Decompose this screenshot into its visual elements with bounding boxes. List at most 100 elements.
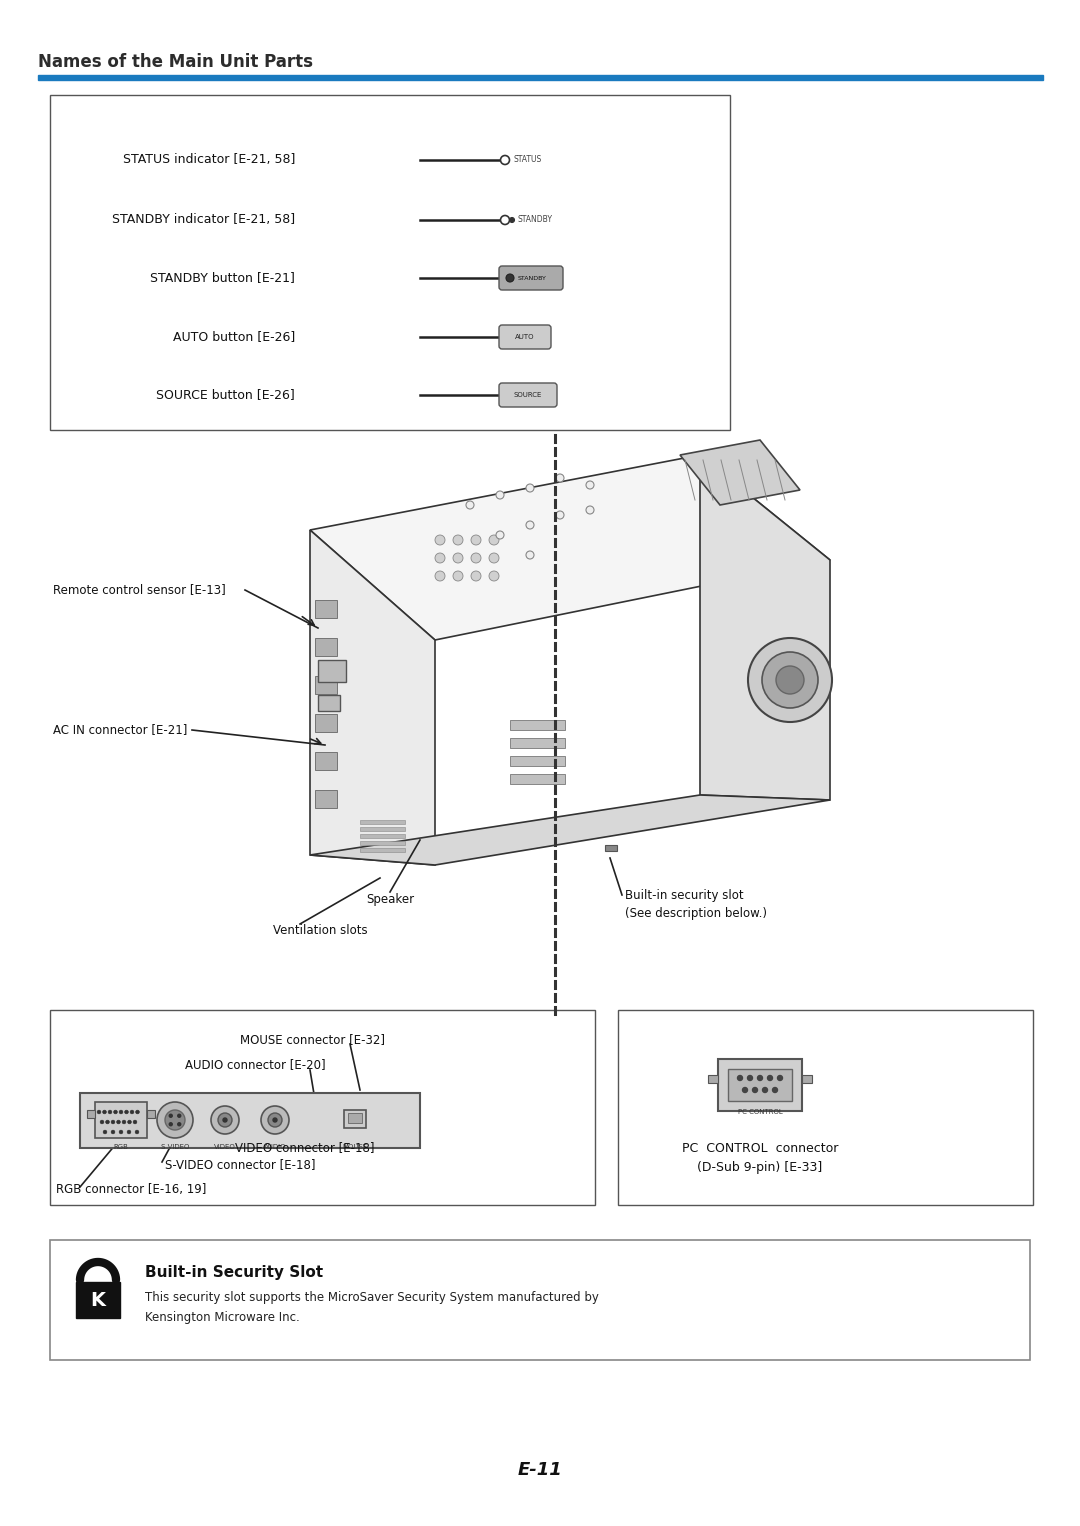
Polygon shape	[310, 795, 831, 865]
Bar	[147, 1109, 156, 1119]
Bar	[38, 75, 1043, 79]
FancyBboxPatch shape	[499, 383, 557, 407]
Circle shape	[453, 552, 463, 563]
Text: MOUSE: MOUSE	[342, 1144, 367, 1151]
Circle shape	[178, 1123, 180, 1126]
Circle shape	[122, 1120, 125, 1123]
Bar	[50, 1241, 1030, 1360]
Polygon shape	[680, 439, 800, 505]
Bar	[315, 676, 337, 694]
Circle shape	[119, 1131, 123, 1134]
Circle shape	[435, 536, 445, 545]
Text: S VIDEO: S VIDEO	[161, 1144, 189, 1151]
Circle shape	[435, 571, 445, 581]
Text: Remote control sensor [E-13]: Remote control sensor [E-13]	[53, 583, 226, 597]
Circle shape	[133, 1120, 137, 1123]
Text: STATUS indicator [E-21, 58]: STATUS indicator [E-21, 58]	[123, 154, 295, 166]
Circle shape	[261, 1106, 289, 1134]
Text: PC CONTROL: PC CONTROL	[738, 1109, 782, 1116]
Circle shape	[135, 1131, 139, 1134]
Bar	[708, 1074, 718, 1083]
Polygon shape	[310, 455, 831, 639]
Text: Built-in security slot: Built-in security slot	[625, 888, 744, 902]
Circle shape	[218, 1112, 232, 1128]
Circle shape	[435, 552, 445, 563]
Circle shape	[103, 1111, 106, 1114]
Bar	[348, 1112, 362, 1123]
Circle shape	[127, 1131, 131, 1134]
Bar	[728, 1070, 792, 1100]
Circle shape	[178, 1114, 180, 1117]
Text: (D-Sub 9-pin) [E-33]: (D-Sub 9-pin) [E-33]	[698, 1161, 823, 1175]
Circle shape	[100, 1120, 104, 1123]
Bar	[315, 790, 337, 807]
Circle shape	[778, 1076, 783, 1080]
Text: AUTO: AUTO	[515, 334, 535, 340]
Bar	[360, 827, 405, 832]
Circle shape	[222, 1119, 227, 1122]
Circle shape	[170, 1114, 172, 1117]
Bar	[50, 1010, 595, 1206]
Circle shape	[111, 1120, 114, 1123]
Circle shape	[556, 511, 564, 519]
Text: AUDIO: AUDIO	[264, 1144, 286, 1151]
Text: AUDIO connector [E-20]: AUDIO connector [E-20]	[185, 1059, 326, 1071]
Circle shape	[743, 1088, 747, 1093]
Circle shape	[496, 531, 504, 539]
Circle shape	[507, 275, 514, 282]
Circle shape	[762, 1088, 768, 1093]
Circle shape	[526, 551, 534, 559]
Bar	[618, 1010, 1032, 1206]
Circle shape	[500, 156, 510, 165]
Text: STANDBY: STANDBY	[518, 215, 553, 224]
Circle shape	[500, 215, 510, 224]
Circle shape	[127, 1120, 132, 1123]
Text: VIDEO connector [E-18]: VIDEO connector [E-18]	[235, 1141, 375, 1155]
Circle shape	[777, 665, 804, 694]
Text: RGB: RGB	[113, 1144, 129, 1151]
Text: STANDBY: STANDBY	[518, 276, 546, 281]
Circle shape	[526, 520, 534, 530]
Text: SOURCE: SOURCE	[514, 392, 542, 398]
Circle shape	[131, 1111, 134, 1114]
Circle shape	[526, 484, 534, 491]
Circle shape	[170, 1123, 172, 1126]
Text: E-11: E-11	[517, 1460, 563, 1479]
Polygon shape	[700, 455, 831, 800]
Text: S-VIDEO connector [E-18]: S-VIDEO connector [E-18]	[165, 1158, 315, 1172]
Text: RGB connector [E-16, 19]: RGB connector [E-16, 19]	[56, 1184, 206, 1196]
Bar	[510, 755, 565, 766]
Circle shape	[768, 1076, 772, 1080]
Bar	[360, 819, 405, 824]
Bar	[315, 600, 337, 618]
Circle shape	[738, 1076, 743, 1080]
Text: MOUSE connector [E-32]: MOUSE connector [E-32]	[240, 1033, 384, 1047]
Circle shape	[273, 1119, 276, 1122]
Bar	[80, 1093, 420, 1148]
Circle shape	[757, 1076, 762, 1080]
Circle shape	[489, 536, 499, 545]
Bar	[315, 638, 337, 656]
FancyBboxPatch shape	[499, 266, 563, 290]
Text: This security slot supports the MicroSaver Security System manufactured by: This security slot supports the MicroSav…	[145, 1291, 599, 1305]
Bar	[50, 95, 730, 430]
Text: VIDEO: VIDEO	[214, 1144, 235, 1151]
Circle shape	[489, 571, 499, 581]
Bar	[315, 752, 337, 771]
Circle shape	[119, 1111, 123, 1114]
Circle shape	[211, 1106, 239, 1134]
Circle shape	[586, 481, 594, 488]
Bar	[510, 739, 565, 748]
FancyBboxPatch shape	[499, 325, 551, 349]
Bar	[318, 661, 346, 682]
Text: STANDBY button [E-21]: STANDBY button [E-21]	[150, 272, 295, 284]
Bar	[87, 1109, 95, 1119]
Bar	[360, 841, 405, 845]
Bar	[510, 774, 565, 784]
Circle shape	[453, 571, 463, 581]
Bar	[802, 1074, 812, 1083]
Circle shape	[471, 536, 481, 545]
Bar	[718, 1059, 802, 1111]
Circle shape	[496, 491, 504, 499]
Bar	[315, 714, 337, 732]
